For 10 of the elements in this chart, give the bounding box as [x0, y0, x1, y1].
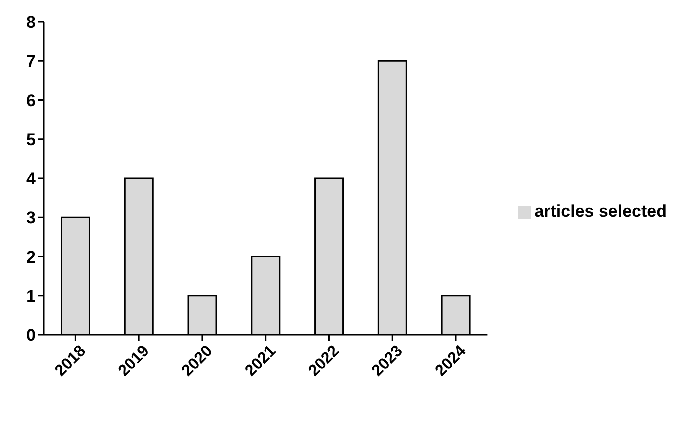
y-tick-label: 7 — [26, 52, 36, 72]
y-tick-label: 4 — [26, 170, 37, 189]
y-tick-label: 1 — [26, 286, 36, 306]
legend-label: articles selected — [534, 202, 667, 220]
y-tick-label: 0 — [26, 326, 36, 346]
y-tick-label: 6 — [26, 91, 36, 110]
y-tick-label: 2 — [26, 248, 36, 267]
y-tick-label: 8 — [26, 13, 36, 32]
y-tick-label: 5 — [26, 130, 36, 150]
y-tick-label: 3 — [26, 208, 36, 228]
